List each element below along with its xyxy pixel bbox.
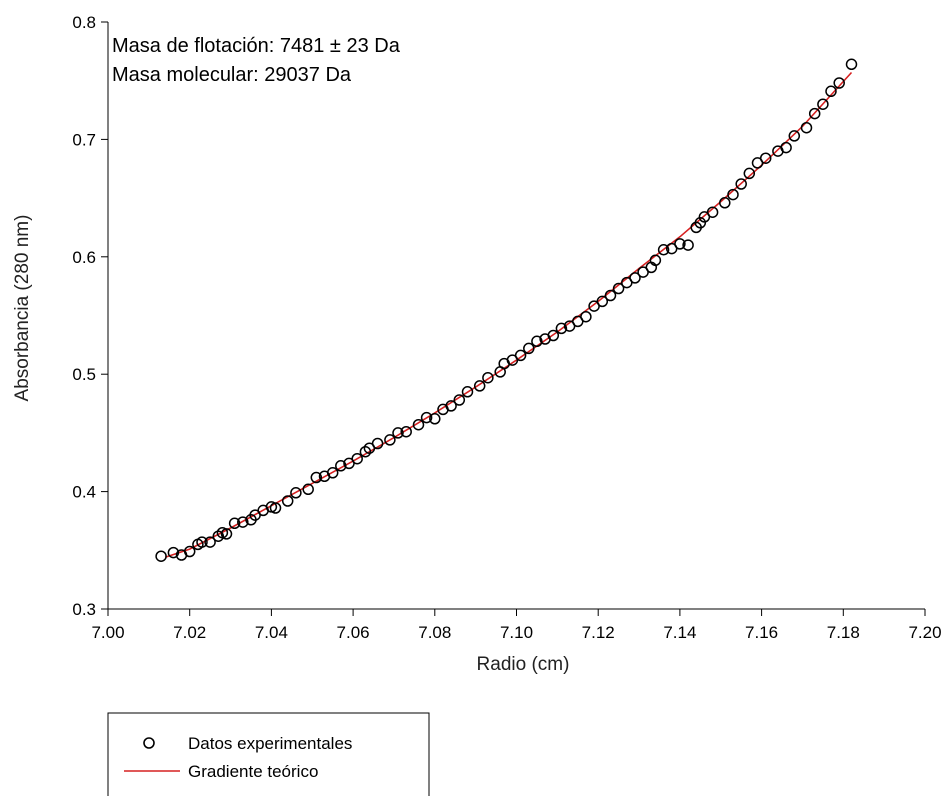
data-point	[800, 121, 813, 134]
data-point	[657, 244, 670, 256]
data-point	[845, 58, 858, 71]
data-point	[825, 85, 837, 98]
data-point	[604, 289, 617, 302]
data-point	[453, 394, 466, 406]
data-point	[351, 452, 363, 465]
data-point	[420, 411, 433, 424]
axes: 7.00 7.02 7.04 7.06 7.08 7.10 7.12 7.14 7.16 7.18…	[72, 13, 941, 642]
data-point	[412, 418, 425, 431]
data-point	[473, 380, 486, 392]
data-point	[649, 254, 662, 267]
legend-box	[107, 712, 430, 796]
data-point	[808, 107, 821, 120]
data-point	[290, 487, 302, 499]
y-tick-label: 0.4	[72, 483, 96, 502]
data-point	[220, 528, 233, 540]
annotation-flotation-mass: Masa de flotación: 7481 ± 23 Da	[112, 35, 401, 57]
data-point	[735, 178, 747, 190]
data-point	[167, 546, 180, 559]
data-point	[759, 152, 772, 164]
data-point	[580, 310, 592, 323]
x-tick-label: 7.06	[337, 623, 370, 642]
x-tick-label: 7.10	[500, 623, 533, 642]
data-point	[371, 437, 384, 450]
data-point	[555, 322, 568, 335]
legend: Datos experimentales Gradiente teórico	[107, 712, 430, 796]
y-tick-label: 0.3	[72, 600, 96, 619]
data-point	[719, 197, 731, 209]
data-point	[392, 427, 404, 439]
data-point	[788, 130, 801, 142]
data-point	[302, 483, 314, 496]
data-point	[482, 371, 494, 384]
x-tick-label: 7.04	[255, 623, 288, 642]
legend-label-datos: Datos experimentales	[188, 734, 352, 753]
data-point	[706, 206, 719, 218]
y-axis-title: Absorbancia (280 nm)	[12, 215, 33, 402]
x-tick-label: 7.20	[908, 623, 941, 642]
data-point	[281, 495, 294, 507]
data-point	[429, 413, 441, 425]
data-point	[204, 536, 216, 548]
y-tick-label: 0.5	[72, 365, 96, 384]
data-point	[743, 167, 756, 180]
data-point	[694, 217, 707, 229]
data-point	[461, 386, 474, 398]
data-point	[326, 467, 339, 479]
legend-marker-datos	[143, 737, 155, 749]
data-point	[547, 329, 560, 342]
data-point	[269, 502, 282, 514]
data-point	[817, 98, 829, 110]
data-point	[445, 400, 457, 412]
x-tick-label: 7.12	[582, 623, 615, 642]
legend-label-gradiente: Gradiente teórico	[188, 762, 318, 781]
x-tick-label: 7.14	[663, 623, 696, 642]
x-axis-title: Radio (cm)	[477, 654, 570, 675]
data-point	[228, 517, 241, 530]
data-point	[335, 460, 347, 472]
data-point	[596, 295, 609, 308]
y-tick-label: 0.8	[72, 13, 96, 32]
x-tick-label: 7.18	[827, 623, 860, 642]
data-point	[400, 425, 412, 438]
x-tick-label: 7.00	[91, 623, 124, 642]
plot-area	[155, 58, 858, 562]
data-point	[155, 550, 167, 562]
data-point	[310, 471, 323, 484]
data-point	[183, 545, 196, 558]
fit-line	[164, 71, 853, 559]
data-point	[523, 342, 535, 355]
y-tick-label: 0.6	[72, 248, 96, 267]
data-point	[514, 349, 527, 362]
data-point	[780, 141, 792, 154]
data-point	[833, 77, 845, 89]
data-point	[196, 536, 208, 548]
data-point	[531, 335, 543, 348]
x-tick-label: 7.08	[418, 623, 451, 642]
data-point	[612, 282, 625, 295]
x-tick-label: 7.16	[745, 623, 778, 642]
data-point	[674, 238, 686, 250]
x-tick-label: 7.02	[173, 623, 206, 642]
data-point	[384, 434, 396, 446]
data-point	[727, 188, 739, 201]
data-point	[629, 272, 641, 284]
y-tick-label: 0.7	[72, 130, 96, 149]
annotation-molecular-mass: Masa molecular: 29037 Da	[112, 64, 352, 86]
data-point	[237, 516, 249, 528]
data-point	[682, 239, 694, 251]
